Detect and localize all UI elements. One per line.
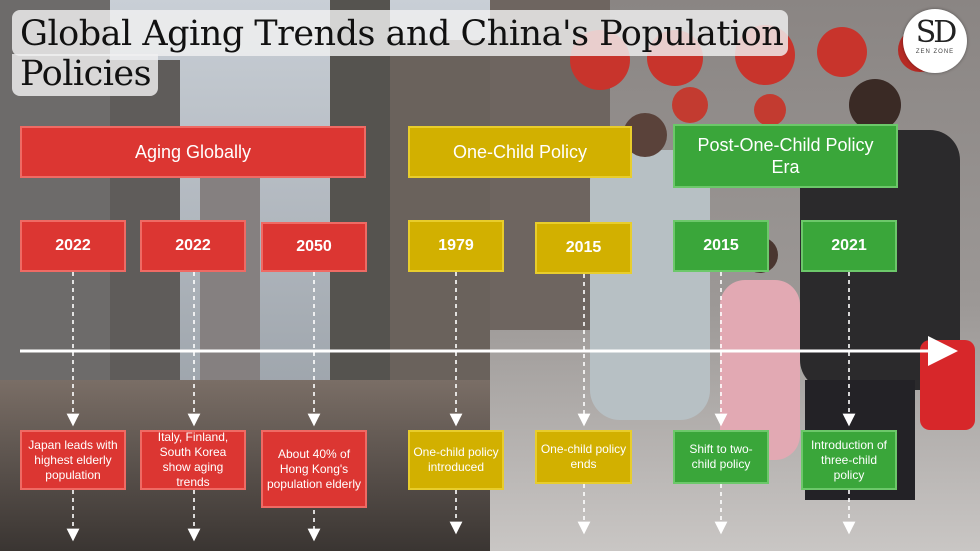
year-box-4: 1979 bbox=[408, 220, 504, 272]
event-desc-6: Shift to two-child policy bbox=[673, 430, 769, 484]
year-box-3: 2050 bbox=[261, 222, 367, 272]
event-desc-5: One-child policy ends bbox=[535, 430, 632, 484]
year-box-5: 2015 bbox=[535, 222, 632, 274]
logo-mark: SD bbox=[915, 15, 958, 50]
year-box-1: 2022 bbox=[20, 220, 126, 272]
event-desc-3: About 40% of Hong Kong's population elde… bbox=[261, 430, 367, 508]
event-desc-4: One-child policy introduced bbox=[408, 430, 504, 490]
year-box-6: 2015 bbox=[673, 220, 769, 272]
event-desc-1: Japan leads with highest elderly populat… bbox=[20, 430, 126, 490]
title-banner: Global Aging Trends and China's Populati… bbox=[12, 10, 792, 96]
title-background bbox=[12, 10, 788, 56]
phase-header-one-child-policy: One-Child Policy bbox=[408, 126, 632, 178]
page-title: Global Aging Trends and China's Populati… bbox=[20, 14, 784, 94]
brand-logo: SD ZEN ZONE bbox=[903, 9, 967, 73]
event-desc-7: Introduction of three-child policy bbox=[801, 430, 897, 490]
year-box-2: 2022 bbox=[140, 220, 246, 272]
logo-subtitle: ZEN ZONE bbox=[915, 49, 955, 55]
phase-header-post-one-child-era: Post-One-Child Policy Era bbox=[673, 124, 898, 188]
title-background-tail bbox=[12, 54, 158, 96]
event-desc-2: Italy, Finland, South Korea show aging t… bbox=[140, 430, 246, 490]
phase-header-aging-globally: Aging Globally bbox=[20, 126, 366, 178]
year-box-7: 2021 bbox=[801, 220, 897, 272]
